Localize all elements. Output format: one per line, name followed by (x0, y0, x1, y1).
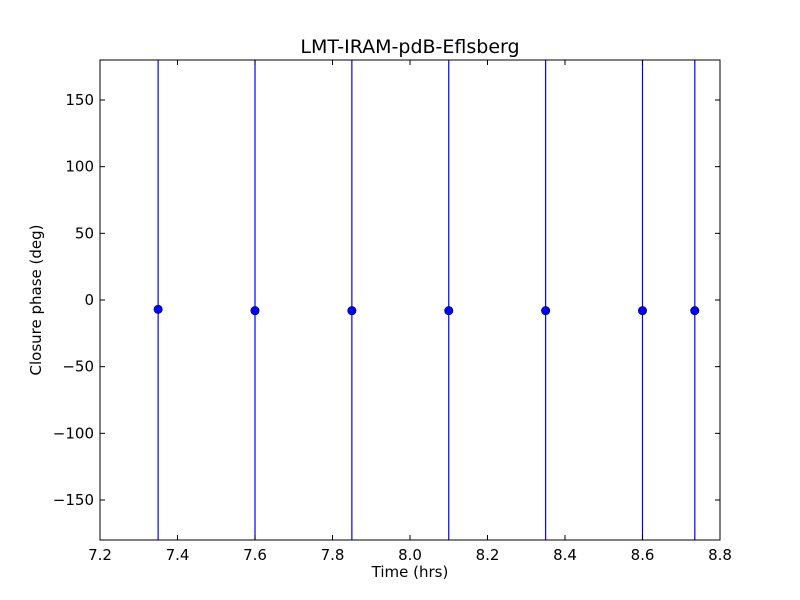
x-axis-ticks: 7.2 7.4 7.6 7.8 8.0 8.2 8.4 8.6 8.8 (88, 60, 732, 564)
y-tick-label: 100 (65, 158, 94, 176)
x-tick-label: 8.6 (631, 546, 655, 564)
chart-title: LMT-IRAM-pdB-Eflsberg (300, 36, 519, 58)
data-points-group (153, 304, 700, 316)
data-point (637, 306, 647, 316)
data-point (347, 306, 357, 316)
data-point (250, 306, 260, 316)
x-tick-label: 8.8 (708, 546, 732, 564)
plot-area-frame (99, 59, 721, 541)
data-point (541, 306, 551, 316)
x-tick-label: 8.2 (476, 546, 500, 564)
data-point (444, 306, 454, 316)
error-bars-group (157, 60, 696, 540)
y-tick-label: 0 (84, 291, 94, 309)
x-axis-label: Time (hrs) (371, 563, 449, 581)
y-tick-label: 50 (75, 224, 94, 242)
x-tick-label: 7.2 (88, 546, 112, 564)
y-tick-label: −100 (53, 424, 94, 442)
x-tick-label: 7.8 (321, 546, 345, 564)
data-point (690, 306, 700, 316)
y-axis-label: Closure phase (deg) (27, 225, 45, 376)
y-tick-label: 150 (65, 91, 94, 109)
y-tick-label: −50 (62, 358, 94, 376)
x-tick-label: 8.4 (553, 546, 577, 564)
x-tick-label: 8.0 (398, 546, 422, 564)
y-tick-label: −150 (53, 491, 94, 509)
data-point (153, 304, 163, 314)
x-tick-label: 7.4 (166, 546, 190, 564)
x-tick-label: 7.6 (243, 546, 267, 564)
y-axis-ticks: −150 −100 −50 0 50 100 150 (53, 91, 720, 509)
